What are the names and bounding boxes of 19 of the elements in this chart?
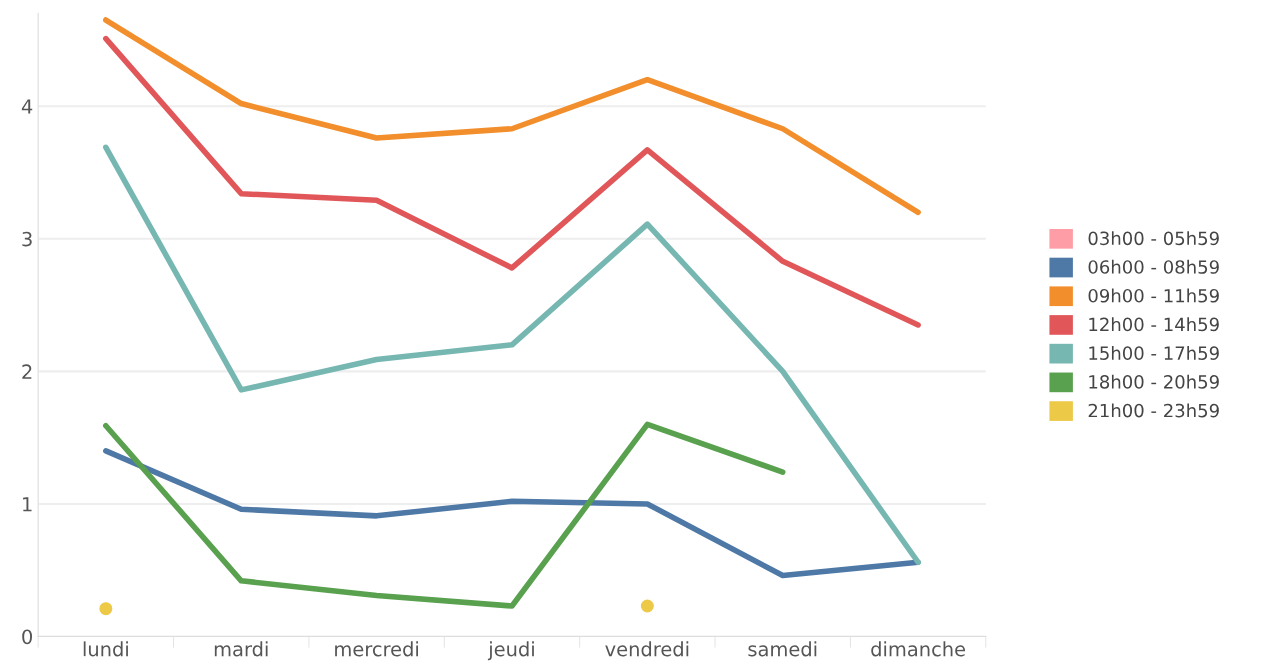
x-tick-label: lundi — [83, 641, 128, 657]
y-tick-label: 2 — [22, 364, 32, 379]
legend-label: 03h00 - 05h59 — [1088, 231, 1219, 246]
legend-label: 15h00 - 17h59 — [1089, 345, 1219, 360]
y-tick-label: 3 — [22, 231, 32, 247]
legend-label: 18h00 - 20h59 — [1089, 374, 1219, 389]
x-tick-label: mardi — [214, 641, 268, 657]
x-tick-label: vendredi — [605, 641, 689, 657]
legend-label: 09h00 - 11h59 — [1088, 288, 1219, 303]
y-tick-label: 4 — [21, 99, 33, 114]
y-tick-label: 1 — [23, 497, 32, 512]
y-tick-label: 0 — [22, 629, 33, 645]
x-tick-label: jeudi — [487, 641, 534, 661]
legend-label: 21h00 - 23h59 — [1088, 403, 1219, 418]
legend-label: 06h00 - 08h59 — [1088, 259, 1219, 274]
x-tick-label: mercredi — [335, 641, 418, 657]
x-tick-label: samedi — [748, 641, 817, 657]
x-tick-label: dimanche — [871, 641, 966, 657]
legend-label: 12h00 - 14h59 — [1089, 317, 1219, 332]
